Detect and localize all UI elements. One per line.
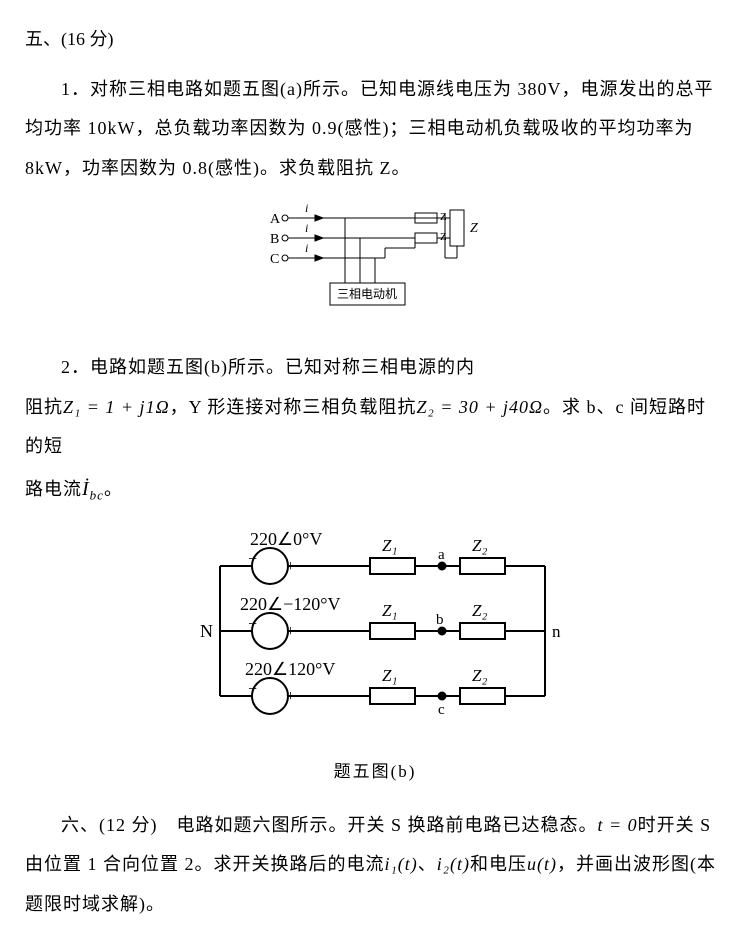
problem-5-1-line3: 8kW，功率因数为 0.8(感性)。求负载阻抗 Z。 — [25, 149, 725, 189]
fig-b-minus1: − — [248, 551, 257, 568]
p6-i1: i₁(t) — [385, 854, 418, 874]
fig-a-motor: 三相电动机 — [337, 287, 397, 301]
fig-b-n: n — [552, 622, 561, 641]
fig-a-ic: i — [305, 241, 308, 255]
fig-b-plus3: + — [286, 688, 295, 705]
problem-5-1-line2: 均功率 10kW，总负载功率因数为 0.9(感性)；三相电动机负载吸收的平均功率… — [25, 109, 725, 149]
figure-5b-caption: 题五图(b) — [25, 753, 725, 790]
fig-b-v1: 220∠0°V — [250, 529, 322, 549]
fig-b-z1-3: Z₁ — [382, 666, 397, 685]
fig-b-z2-3: Z₂ — [472, 666, 487, 685]
p52-t3a: 路电流 — [25, 479, 82, 499]
figure-5b-svg: − + − + − + 220∠0°V 220∠−120°V 220∠120°V… — [160, 521, 590, 731]
p6-u: u(t) — [527, 854, 557, 874]
fig-b-plus2: + — [286, 623, 295, 640]
fig-a-label-B: B — [270, 232, 279, 247]
p52-z1: Z₁ = 1 + j1Ω — [63, 397, 170, 417]
p52-ibc-sub: bc — [90, 487, 104, 502]
fig-a-z1: Z — [440, 211, 447, 223]
fig-a-ia: i — [305, 201, 308, 215]
problem-5-header: 五、(16 分) — [25, 20, 725, 60]
fig-b-minus2: − — [248, 616, 257, 633]
fig-b-z2-1: Z₂ — [472, 536, 487, 555]
fig-b-z1-2: Z₁ — [382, 601, 397, 620]
p6-sep1: 、 — [418, 854, 437, 874]
problem-5-1-line1: 1．对称三相电路如题五图(a)所示。已知电源线电压为 380V，电源发出的总平 — [25, 70, 725, 110]
fig-b-plus1: + — [286, 558, 295, 575]
p52-t2a: 阻抗 — [25, 397, 63, 417]
fig-a-ib: i — [305, 221, 308, 235]
p52-z2: Z₂ = 30 + j40Ω — [416, 397, 543, 417]
fig-a-label-C: C — [270, 252, 279, 267]
p52-ibc: İ — [82, 478, 90, 500]
fig-a-z-big: Z — [470, 221, 478, 236]
fig-b-v2: 220∠−120°V — [240, 594, 341, 614]
p6-header: 六、(12 分) 电路如题六图所示。开关 S 换路前电路已达稳态。 — [61, 815, 598, 835]
fig-b-N: N — [200, 621, 213, 641]
problem-5-2-line1: 2．电路如题五图(b)所示。已知对称三相电源的内 — [25, 348, 725, 388]
problem-5-2-line3: 路电流İbc。 — [25, 467, 725, 511]
fig-a-z2: Z — [440, 231, 447, 243]
p6-t2a: 由位置 1 合向位置 2。求开关换路后的电流 — [25, 854, 385, 874]
problem-6-line1: 六、(12 分) 电路如题六图所示。开关 S 换路前电路已达稳态。t = 0时开… — [25, 806, 725, 846]
p52-t2b: ，Y 形连接对称三相负载阻抗 — [170, 397, 417, 417]
fig-b-z1-1: Z₁ — [382, 536, 397, 555]
problem-6-line2: 由位置 1 合向位置 2。求开关换路后的电流i₁(t)、i₂(t)和电压u(t)… — [25, 845, 725, 885]
p6-t0: t = 0 — [598, 815, 638, 835]
p6-cont: 时开关 S — [638, 815, 712, 835]
fig-b-a: a — [438, 547, 445, 563]
fig-b-c: c — [438, 702, 445, 718]
fig-b-minus3: − — [248, 681, 257, 698]
problem-6-line3: 题限时域求解)。 — [25, 885, 725, 925]
fig-b-b: b — [436, 612, 444, 628]
fig-b-v3: 220∠120°V — [245, 659, 335, 679]
figure-5a-container: A B C i i i Z Z Z 三相电动机 — [25, 198, 725, 333]
fig-b-z2-2: Z₂ — [472, 601, 487, 620]
p6-t2c: ，并画出波形图(本 — [557, 854, 716, 874]
problem-5-title: 五、(16 分) — [25, 29, 114, 49]
figure-5b-container: − + − + − + 220∠0°V 220∠−120°V 220∠120°V… — [25, 521, 725, 791]
fig-a-label-A: A — [270, 212, 281, 227]
figure-5a-svg: A B C i i i Z Z Z 三相电动机 — [245, 198, 505, 318]
problem-5-2-line2: 阻抗Z₁ = 1 + j1Ω，Y 形连接对称三相负载阻抗Z₂ = 30 + j4… — [25, 388, 725, 467]
p52-t3b: 。 — [104, 479, 123, 499]
p6-t2b: 和电压 — [470, 854, 527, 874]
p6-i2: i₂(t) — [437, 854, 470, 874]
